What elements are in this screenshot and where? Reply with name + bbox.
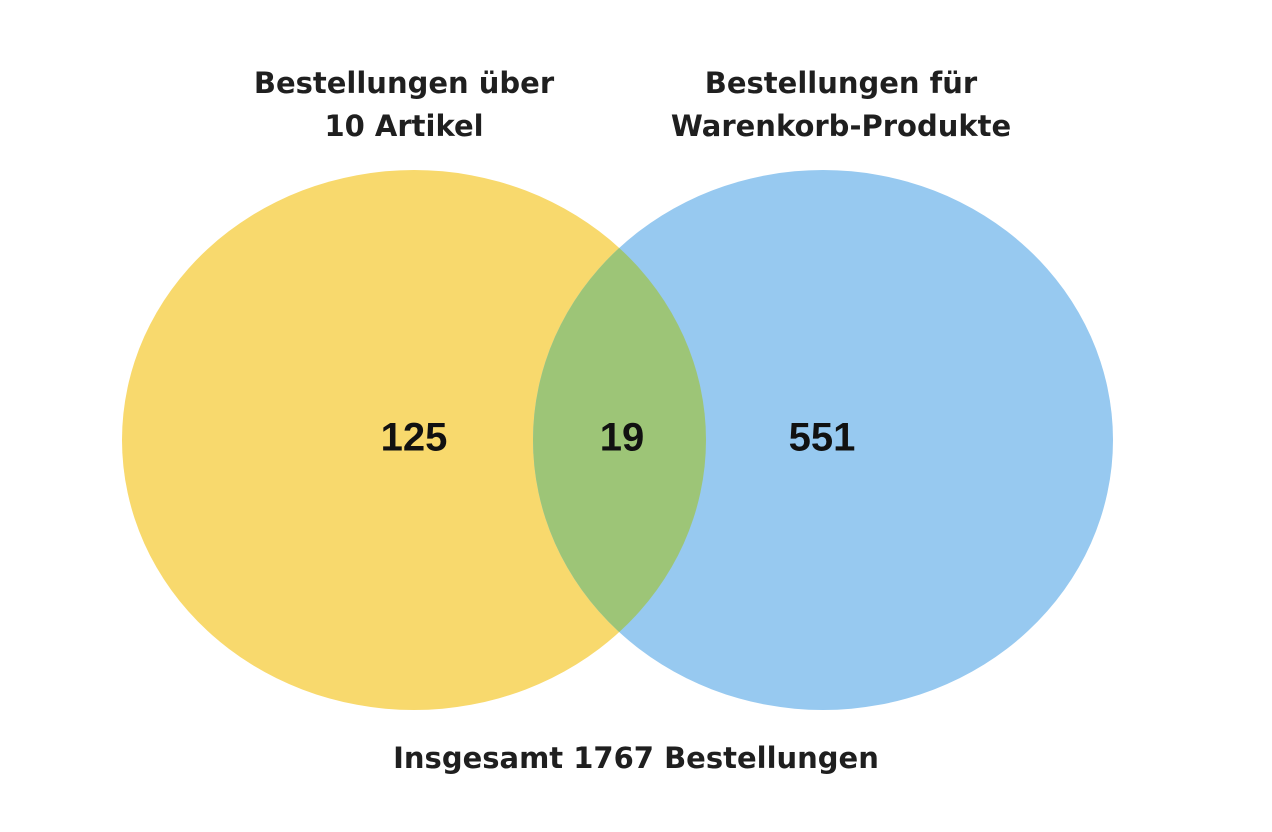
set-circle bbox=[533, 170, 1113, 710]
set-label: Bestellungen über bbox=[254, 66, 555, 100]
set-circle bbox=[122, 170, 706, 710]
region-value: 551 bbox=[789, 416, 856, 460]
set-label: Bestellungen für bbox=[705, 66, 978, 100]
footer-total: Insgesamt 1767 Bestellungen bbox=[393, 741, 879, 775]
region-value: 125 bbox=[381, 416, 448, 460]
intersection-value: 19 bbox=[600, 416, 645, 460]
set-label: Warenkorb-Produkte bbox=[671, 109, 1011, 143]
set-label: 10 Artikel bbox=[324, 109, 483, 143]
